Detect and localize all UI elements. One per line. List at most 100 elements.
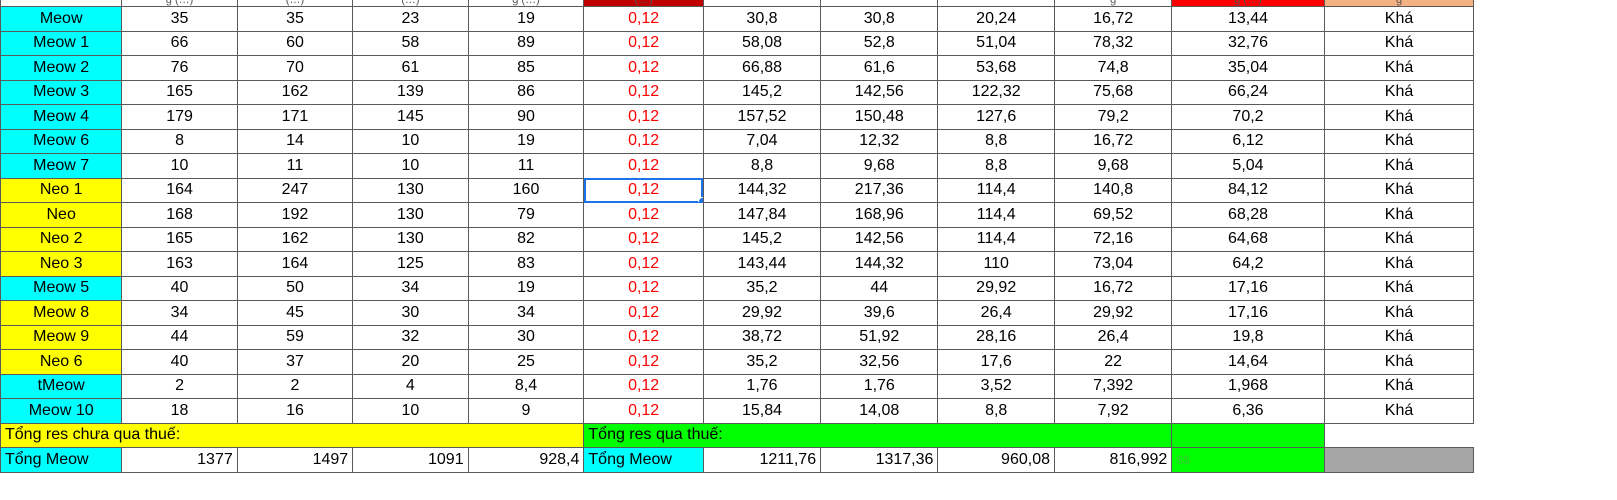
- empty-cell[interactable]: [1324, 423, 1474, 448]
- value-cell[interactable]: 26,4: [1053, 324, 1173, 350]
- value-cell[interactable]: 114,4: [937, 177, 1055, 203]
- value-cell[interactable]: 38,72: [702, 324, 822, 350]
- value-cell[interactable]: 10: [352, 153, 469, 179]
- value-cell[interactable]: 162: [236, 79, 354, 105]
- value-cell[interactable]: 160: [467, 177, 585, 203]
- value-cell[interactable]: 130: [352, 177, 469, 203]
- value-cell[interactable]: 16,72: [1053, 275, 1173, 301]
- value-cell[interactable]: 114,4: [937, 226, 1055, 252]
- total-label-cell[interactable]: Tổng Meow: [583, 447, 704, 473]
- value-cell[interactable]: 74,8: [1053, 55, 1173, 81]
- value-cell[interactable]: 40: [121, 349, 238, 375]
- value-cell[interactable]: 53,68: [937, 55, 1055, 81]
- value-cell[interactable]: 64,68: [1171, 226, 1325, 252]
- value-cell[interactable]: 61,6: [820, 55, 939, 81]
- tax-rate-cell[interactable]: 0,12: [583, 251, 704, 277]
- value-cell[interactable]: 20,24: [937, 6, 1055, 32]
- value-cell[interactable]: 89: [467, 30, 585, 56]
- value-cell[interactable]: 19: [467, 275, 585, 301]
- value-cell[interactable]: 17,6: [937, 349, 1055, 375]
- value-cell[interactable]: 83: [467, 251, 585, 277]
- value-cell[interactable]: 29,92: [702, 300, 822, 326]
- value-cell[interactable]: 145,2: [702, 79, 822, 105]
- value-cell[interactable]: 72,16: [1053, 226, 1173, 252]
- value-cell[interactable]: 165: [121, 226, 238, 252]
- empty-cell[interactable]: [1474, 276, 1617, 301]
- grade-cell[interactable]: Khá: [1323, 30, 1475, 56]
- value-cell[interactable]: 73,04: [1053, 251, 1173, 277]
- value-cell[interactable]: 16,72: [1053, 6, 1173, 32]
- value-cell[interactable]: 84,12: [1171, 177, 1325, 203]
- value-cell[interactable]: 165: [121, 79, 238, 105]
- empty-cell[interactable]: [1474, 105, 1617, 130]
- value-cell[interactable]: 82: [467, 226, 585, 252]
- value-cell[interactable]: 14: [236, 128, 354, 154]
- value-cell[interactable]: 16: [236, 398, 354, 424]
- value-cell[interactable]: 66,24: [1171, 79, 1325, 105]
- value-cell[interactable]: 50: [236, 275, 354, 301]
- value-cell[interactable]: 139: [352, 79, 469, 105]
- value-cell[interactable]: 150,48: [820, 104, 939, 130]
- row-name-cell[interactable]: Meow 2: [0, 55, 123, 81]
- value-cell[interactable]: 168,96: [820, 202, 939, 228]
- row-name-cell[interactable]: Neo 6: [0, 349, 123, 375]
- value-cell[interactable]: 127,6: [937, 104, 1055, 130]
- value-cell[interactable]: 79: [467, 202, 585, 228]
- empty-cell[interactable]: [1474, 374, 1617, 399]
- value-cell[interactable]: 9,68: [1053, 153, 1173, 179]
- grade-cell[interactable]: Khá: [1323, 226, 1475, 252]
- value-cell[interactable]: 164: [121, 177, 238, 203]
- value-cell[interactable]: 20: [352, 349, 469, 375]
- value-cell[interactable]: 51,04: [937, 30, 1055, 56]
- value-cell[interactable]: 13,44: [1171, 6, 1325, 32]
- value-cell[interactable]: 192: [236, 202, 354, 228]
- value-cell[interactable]: 147,84: [702, 202, 822, 228]
- value-cell[interactable]: 25: [467, 349, 585, 375]
- value-cell[interactable]: 157,52: [702, 104, 822, 130]
- row-name-cell[interactable]: Meow 5: [0, 275, 123, 301]
- green-cell[interactable]: [1171, 422, 1325, 448]
- row-name-cell[interactable]: Meow 7: [0, 153, 123, 179]
- value-cell[interactable]: 4: [352, 373, 469, 399]
- value-cell[interactable]: 10: [121, 153, 238, 179]
- grade-cell[interactable]: Khá: [1323, 300, 1475, 326]
- value-cell[interactable]: 179: [121, 104, 238, 130]
- value-cell[interactable]: 14,64: [1171, 349, 1325, 375]
- grade-cell[interactable]: Khá: [1323, 177, 1475, 203]
- tax-rate-cell[interactable]: 0,12: [583, 300, 704, 326]
- value-cell[interactable]: 35: [236, 6, 354, 32]
- value-cell[interactable]: 70,2: [1171, 104, 1325, 130]
- value-cell[interactable]: 11: [236, 153, 354, 179]
- value-cell[interactable]: 17,16: [1171, 300, 1325, 326]
- value-cell[interactable]: 52,8: [820, 30, 939, 56]
- total-value-cell[interactable]: 816,992: [1053, 447, 1173, 473]
- value-cell[interactable]: 162: [236, 226, 354, 252]
- value-cell[interactable]: 9: [467, 398, 585, 424]
- grade-cell[interactable]: Khá: [1323, 55, 1475, 81]
- tax-rate-cell[interactable]: 0,12: [583, 6, 704, 32]
- gray-cell[interactable]: [1323, 447, 1475, 473]
- value-cell[interactable]: 3,52: [937, 373, 1055, 399]
- header-cell[interactable]: [820, 0, 939, 7]
- empty-cell[interactable]: [1474, 7, 1617, 32]
- value-cell[interactable]: 34: [352, 275, 469, 301]
- value-cell[interactable]: 30,8: [702, 6, 822, 32]
- empty-cell[interactable]: [1474, 178, 1617, 203]
- total-value-cell[interactable]: 1091: [352, 447, 469, 473]
- value-cell[interactable]: 70: [236, 55, 354, 81]
- value-cell[interactable]: 18: [121, 398, 238, 424]
- row-name-cell[interactable]: Meow 3: [0, 79, 123, 105]
- tax-rate-cell[interactable]: 0,12: [583, 373, 704, 399]
- currency-mark-cell[interactable]: $$: [1171, 447, 1325, 473]
- value-cell[interactable]: 17,16: [1171, 275, 1325, 301]
- value-cell[interactable]: 1,76: [702, 373, 822, 399]
- value-cell[interactable]: 75,68: [1053, 79, 1173, 105]
- value-cell[interactable]: 78,32: [1053, 30, 1173, 56]
- value-cell[interactable]: 10: [352, 398, 469, 424]
- value-cell[interactable]: 35,2: [702, 275, 822, 301]
- empty-cell[interactable]: [1474, 227, 1617, 252]
- tax-rate-cell[interactable]: 0,12: [583, 398, 704, 424]
- value-cell[interactable]: 30: [467, 324, 585, 350]
- value-cell[interactable]: 30,8: [820, 6, 939, 32]
- value-cell[interactable]: 1,76: [820, 373, 939, 399]
